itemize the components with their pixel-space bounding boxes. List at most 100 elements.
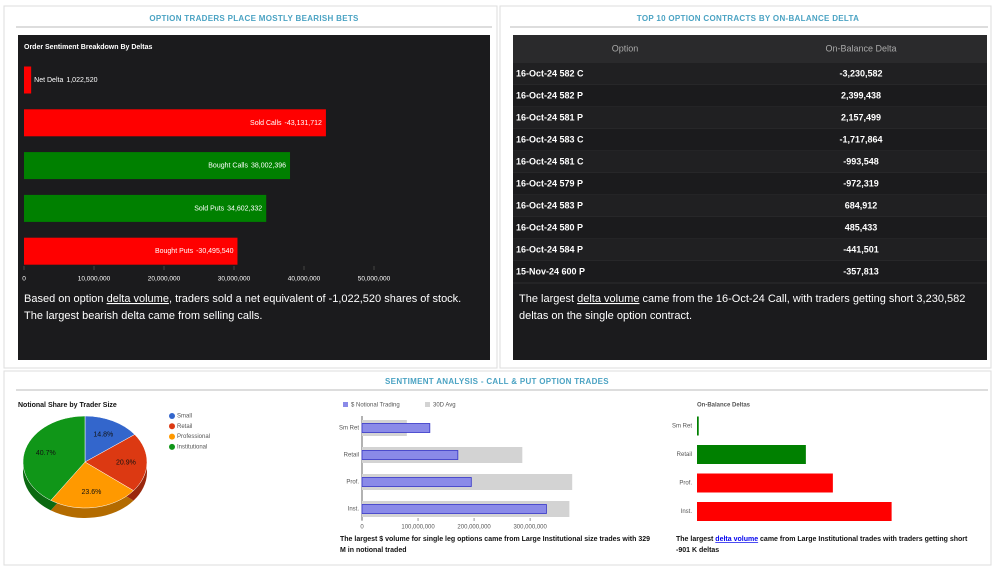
column-header: On-Balance Delta (825, 43, 896, 53)
cell: 2,157,499 (841, 112, 881, 122)
bar (361, 450, 459, 460)
bar (24, 152, 291, 180)
panel-title: TOP 10 OPTION CONTRACTS BY ON-BALANCE DE… (637, 14, 859, 23)
chart-title: On-Balance Deltas (697, 403, 751, 409)
legend-label: 30D Avg (433, 403, 456, 409)
bar (697, 445, 806, 464)
legend-swatch (169, 423, 175, 430)
table-row (513, 195, 987, 217)
y-tick-label: Inst. (348, 507, 360, 513)
category: Sold Puts (194, 205, 224, 212)
x-tick-label: 100,000,000 (401, 525, 435, 531)
bar (697, 416, 699, 436)
x-tick-label: 20,000,000 (148, 276, 181, 283)
x-tick-label: 40,000,000 (288, 276, 321, 283)
y-tick-label: Prof. (679, 481, 692, 487)
legend-swatch (169, 433, 175, 440)
x-tick-label: 0 (22, 276, 26, 283)
value-label: -30,495,540 (196, 248, 233, 255)
bar-label: Net Delta 1,022,520 (34, 77, 97, 84)
note-text: deltas on the single option contract. (519, 310, 692, 322)
legend-swatch (169, 443, 175, 450)
note: M in notional traded (340, 547, 407, 554)
link-text: delta volume (577, 293, 639, 305)
category: Sold Calls (250, 120, 282, 127)
bar-label: Bought Puts -30,495,540 (155, 248, 234, 255)
table-row (513, 239, 987, 261)
link-text: delta volume (715, 536, 758, 543)
value-label: -43,131,712 (285, 120, 322, 127)
panel-title: SENTIMENT ANALYSIS - CALL & PUT OPTION T… (385, 377, 609, 386)
cell: 16-Oct-24 583 P (516, 200, 583, 210)
cell: 2,399,438 (841, 90, 881, 100)
table-row (513, 151, 987, 173)
cell: -441,501 (843, 244, 879, 254)
link-text: delta volume (107, 293, 169, 305)
y-tick-label: Sm Ret (339, 426, 359, 432)
table-row (513, 107, 987, 129)
category: Bought Puts (155, 248, 194, 255)
bar (697, 473, 833, 493)
legend-label: Retail (177, 424, 192, 430)
legend-label: Institutional (177, 444, 207, 450)
bar (24, 109, 326, 137)
bar-label: Sold Puts 34,602,332 (194, 205, 262, 212)
cell: 15-Nov-24 600 P (516, 266, 585, 276)
chart-title: Notional Share by Trader Size (18, 402, 117, 409)
cell: 16-Oct-24 582 P (516, 90, 583, 100)
cell: 16-Oct-24 582 C (516, 68, 584, 78)
pie-slice (50, 461, 134, 509)
bar (361, 504, 547, 514)
note: -901 K deltas (676, 547, 719, 554)
cell: -993,548 (843, 156, 879, 166)
cell: 16-Oct-24 584 P (516, 244, 583, 254)
cell: 16-Oct-24 580 P (516, 222, 583, 232)
cell: 16-Oct-24 581 P (516, 112, 583, 122)
y-tick-label: Retail (344, 453, 359, 459)
pie-slice (22, 415, 86, 501)
bar (361, 423, 431, 433)
x-tick-label: 200,000,000 (457, 525, 491, 531)
cell: -1,717,864 (839, 134, 882, 144)
cell: -357,813 (843, 266, 879, 276)
column-header: Option (612, 43, 639, 53)
value-label: 38,002,396 (251, 162, 286, 169)
note-text: Based on option (24, 293, 107, 305)
slice-label: 40.7% (36, 450, 56, 457)
table-row (513, 63, 987, 85)
table-header (513, 35, 987, 64)
cell: 16-Oct-24 583 C (516, 134, 584, 144)
table-row (513, 217, 987, 239)
legend-swatch (169, 413, 175, 419)
note-text: , traders sold a net equivalent of -1,02… (169, 293, 461, 305)
note-text: The largest (519, 293, 577, 305)
note: The largest $ volume for single leg opti… (340, 536, 650, 543)
cell: 684,912 (845, 200, 878, 210)
note-text: M in notional traded (340, 547, 407, 554)
bar (697, 502, 892, 521)
legend-label: Small (177, 414, 192, 420)
note-text: -901 K deltas (676, 547, 719, 554)
bar (24, 237, 238, 265)
pie-slice (84, 415, 136, 463)
x-tick-label: 50,000,000 (358, 276, 391, 283)
cell: 16-Oct-24 579 P (516, 178, 583, 188)
cell: 16-Oct-24 581 C (516, 156, 584, 166)
table-row (513, 261, 987, 283)
panel-title: OPTION TRADERS PLACE MOSTLY BEARISH BETS (149, 14, 359, 23)
table-row (513, 129, 987, 151)
y-tick-label: Sm Ret (672, 424, 692, 430)
legend-label: Professional (177, 434, 210, 440)
x-tick-label: 0 (360, 525, 364, 531)
bar-label: Bought Calls 38,002,396 (208, 162, 286, 169)
bar-label: Sold Calls -43,131,712 (250, 120, 322, 127)
note-text: The largest $ volume for single leg opti… (340, 536, 650, 543)
value-label: 1,022,520 (66, 77, 97, 84)
y-tick-label: Retail (677, 452, 692, 458)
table-row (513, 173, 987, 195)
category: Bought Calls (208, 162, 248, 169)
slice-label: 23.6% (81, 489, 101, 496)
chart-title: Order Sentiment Breakdown By Deltas (24, 44, 152, 51)
